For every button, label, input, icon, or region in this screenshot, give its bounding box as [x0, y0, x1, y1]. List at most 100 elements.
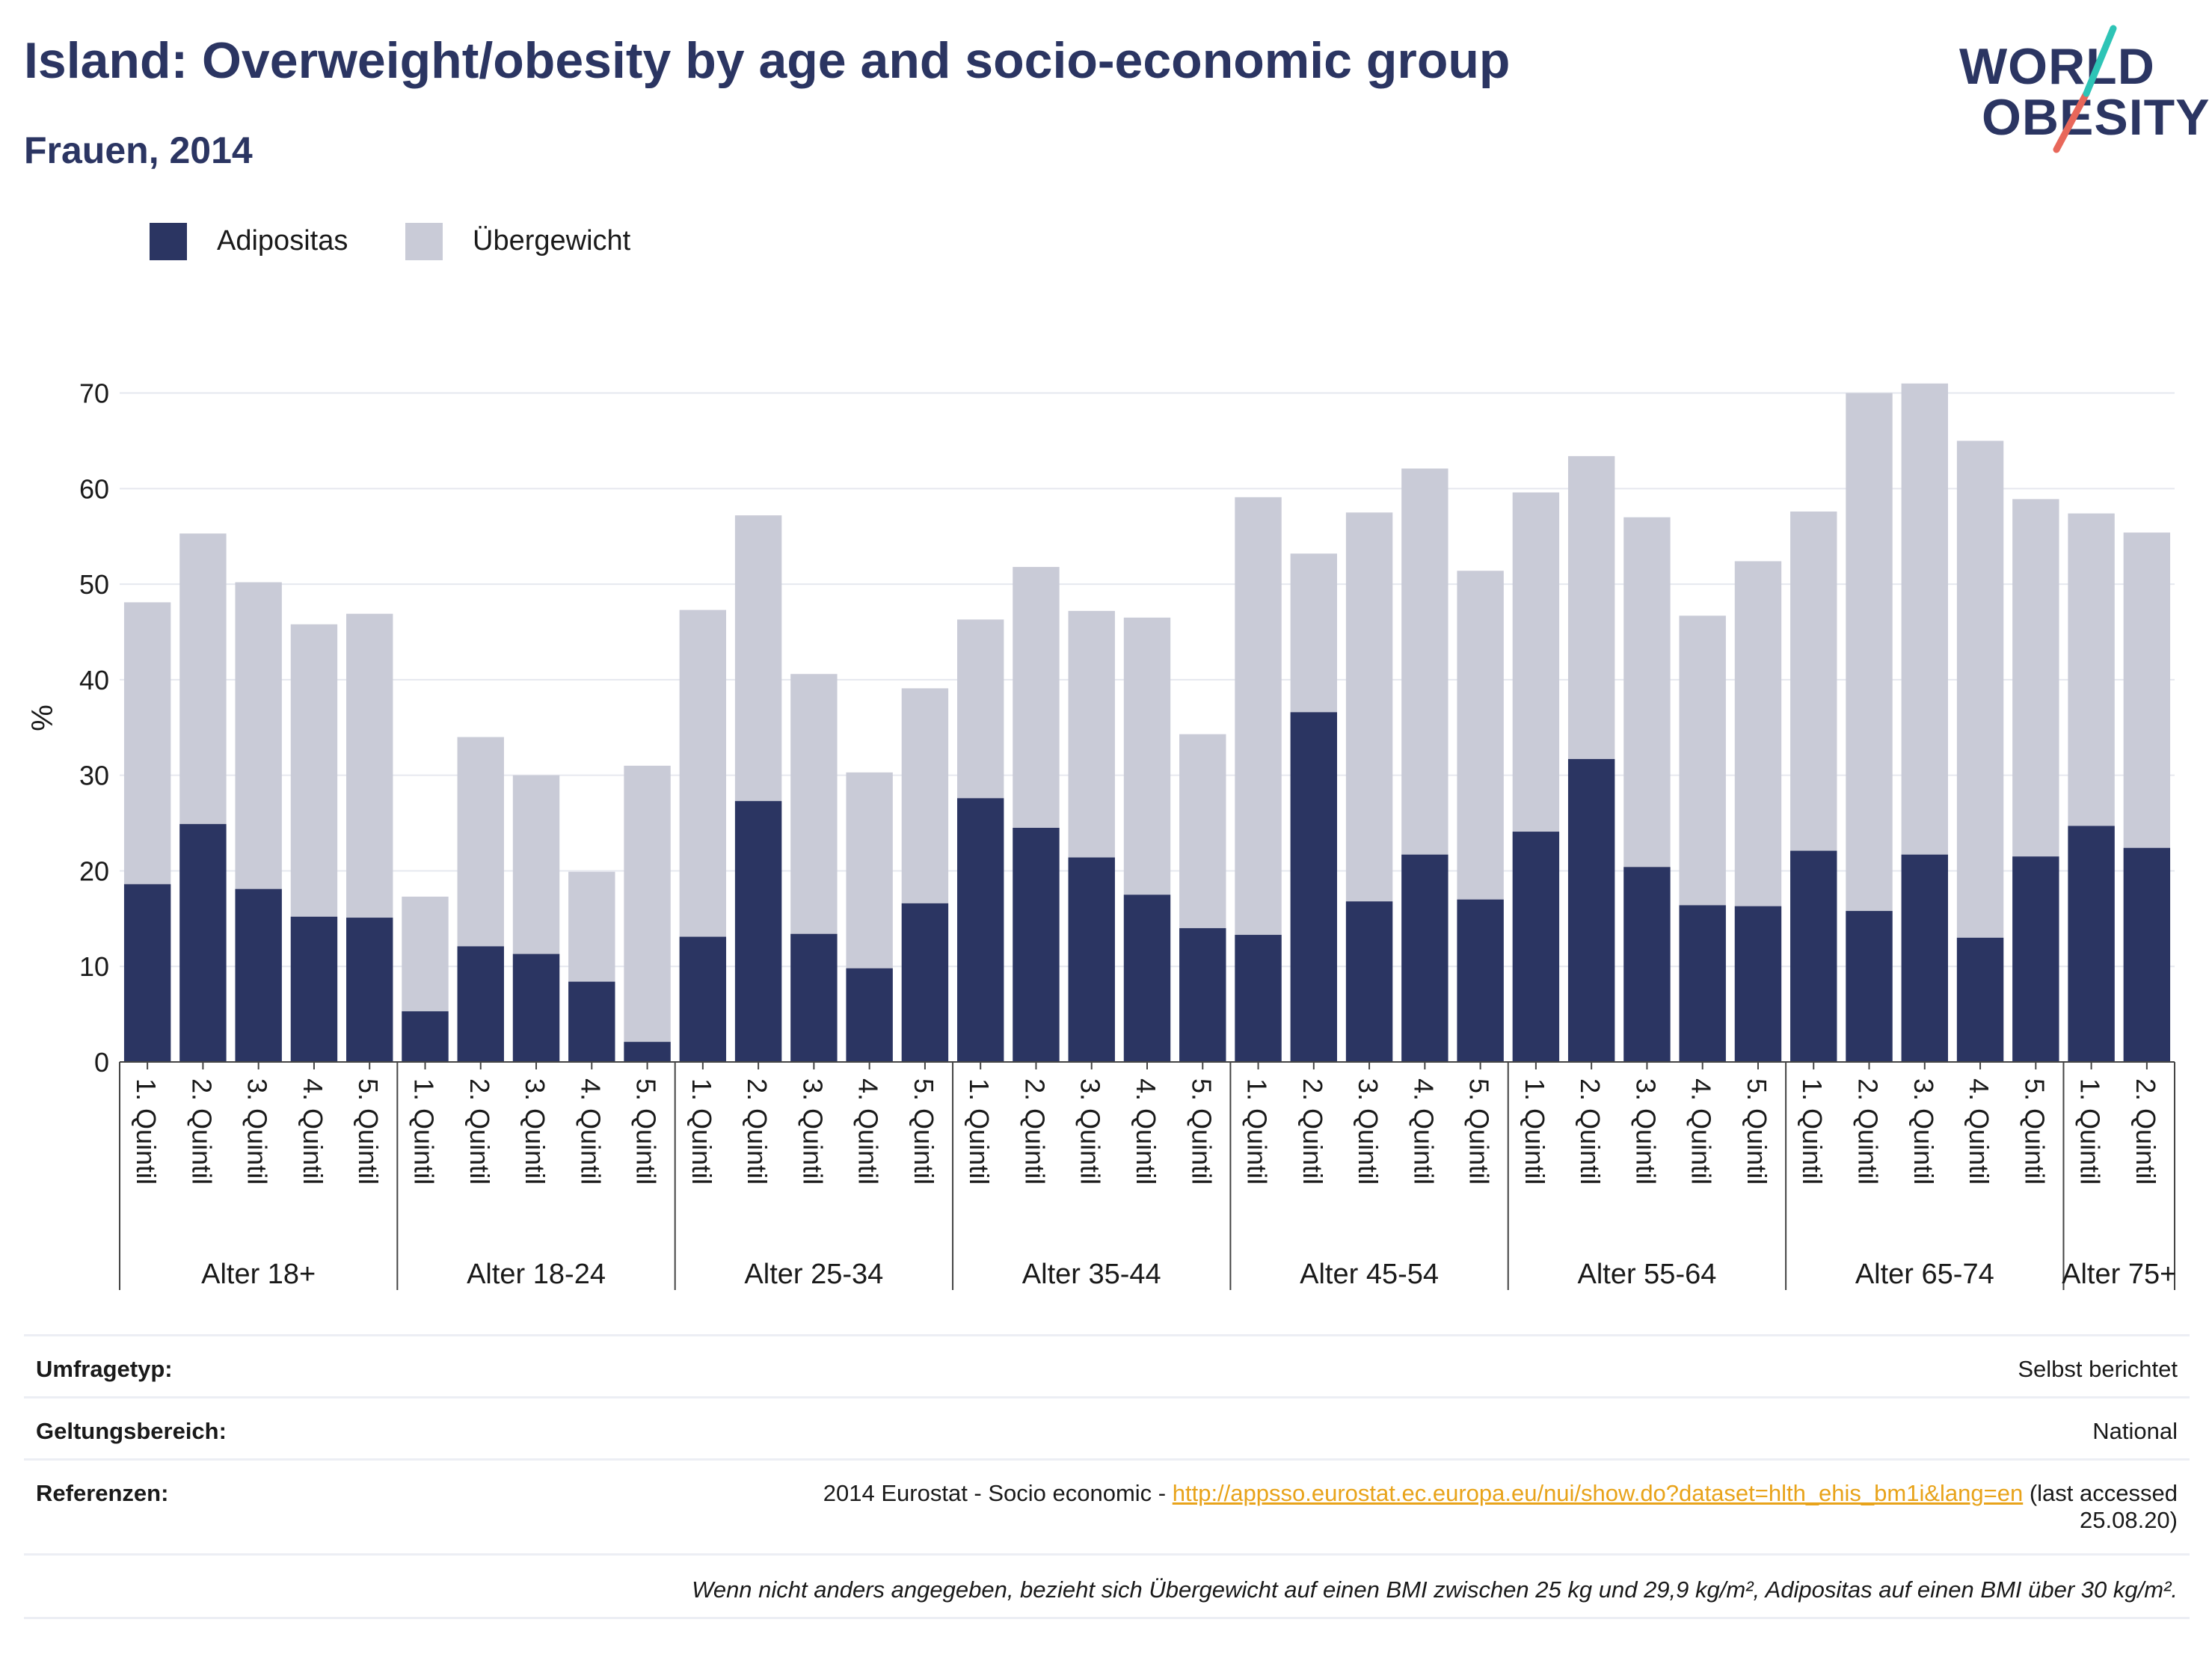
legend-swatch-uebergewicht — [405, 223, 443, 260]
bar-adipositas — [901, 903, 949, 1062]
bar-adipositas — [956, 798, 1004, 1062]
bar-adipositas — [179, 823, 227, 1062]
bar-adipositas — [734, 801, 782, 1062]
footer-label-scope: Geltungsbereich: — [36, 1418, 227, 1444]
x-group-label: Alter 18+ — [201, 1259, 316, 1290]
x-category-label: 1. Quintil — [1520, 1078, 1550, 1185]
y-tick-label: 70 — [79, 378, 109, 409]
x-category-label: 3. Quintil — [797, 1078, 828, 1185]
y-tick-label: 50 — [79, 569, 109, 600]
x-category-label: 1. Quintil — [964, 1078, 995, 1185]
x-category-label: 5. Quintil — [1742, 1078, 1772, 1185]
bar-adipositas — [1068, 857, 1115, 1062]
bar-adipositas — [568, 981, 615, 1062]
bar-adipositas — [1846, 911, 1893, 1062]
x-group-label: Alter 25-34 — [744, 1259, 883, 1290]
x-category-label: 4. Quintil — [1964, 1078, 1994, 1185]
legend-swatch-adipositas — [150, 223, 187, 260]
x-category-label: 5. Quintil — [1464, 1078, 1495, 1185]
x-group-label: Alter 45-54 — [1300, 1259, 1439, 1290]
x-group-label: Alter 65-74 — [1855, 1259, 1994, 1290]
logo-slash-icon — [2053, 25, 2117, 153]
x-category-label: 3. Quintil — [520, 1078, 550, 1185]
x-category-label: 3. Quintil — [1075, 1078, 1106, 1185]
reference-prefix: 2014 Eurostat - Socio economic - — [823, 1480, 1173, 1506]
y-tick-label: 20 — [79, 856, 109, 886]
bar-adipositas — [624, 1042, 671, 1062]
reference-link[interactable]: http://appsso.eurostat.ec.europa.eu/nui/… — [1172, 1480, 2024, 1506]
x-category-label: 4. Quintil — [1408, 1078, 1439, 1185]
x-category-label: 1. Quintil — [408, 1078, 439, 1185]
footer-note: Wenn nicht anders angegeben, bezieht sic… — [692, 1576, 2178, 1603]
x-category-label: 5. Quintil — [2019, 1078, 2050, 1185]
legend-label-uebergewicht: Übergewicht — [473, 225, 631, 257]
x-category-label: 5. Quintil — [909, 1078, 939, 1185]
bar-adipositas — [846, 968, 893, 1062]
x-category-label: 5. Quintil — [1186, 1078, 1217, 1185]
bar-adipositas — [2012, 856, 2059, 1062]
x-group-label: Alter 35-44 — [1022, 1259, 1161, 1290]
logo-line-2: OBESITY — [1982, 89, 2211, 146]
bar-adipositas — [457, 946, 504, 1062]
x-category-label: 4. Quintil — [853, 1078, 884, 1185]
bar-adipositas — [402, 1011, 449, 1062]
x-category-label: 1. Quintil — [2075, 1078, 2106, 1185]
footer-value-references: 2014 Eurostat - Socio economic - http://… — [823, 1480, 2178, 1534]
bar-adipositas — [1512, 832, 1560, 1062]
logo-line-1: WORLD — [1959, 38, 2155, 95]
bar-adipositas — [1290, 712, 1338, 1062]
bar-adipositas — [1235, 935, 1282, 1062]
x-category-label: 2. Quintil — [464, 1078, 495, 1185]
bar-chart: 0 10 20 30 40 50 60 70% 1. Quintil 2. Quintil 3. Q… — [26, 378, 2176, 1290]
bar-adipositas — [1123, 894, 1171, 1062]
x-category-label: 3. Quintil — [1353, 1078, 1383, 1185]
footer-row-survey-type: Umfragetyp: Selbst berichtet — [24, 1334, 2190, 1396]
bar-adipositas — [790, 933, 838, 1062]
chart-title: Island: Overweight/obesity by age and so… — [24, 32, 1511, 89]
bar-adipositas — [1401, 854, 1448, 1062]
x-group-label: Alter 18-24 — [467, 1259, 606, 1290]
x-group-label: Alter 55-64 — [1577, 1259, 1716, 1290]
bar-adipositas — [123, 884, 171, 1062]
y-tick-label: 10 — [79, 951, 109, 982]
x-category-label: 2. Quintil — [1853, 1078, 1884, 1185]
x-category-label: 2. Quintil — [186, 1078, 217, 1185]
footer-row-note: Wenn nicht anders angegeben, bezieht sic… — [24, 1553, 2190, 1619]
x-category-label: 1. Quintil — [131, 1078, 162, 1185]
x-category-label: 2. Quintil — [742, 1078, 772, 1185]
reference-accessed-date: 25.08.20) — [2080, 1507, 2178, 1533]
x-category-label: 1. Quintil — [686, 1078, 717, 1185]
x-category-label: 2. Quintil — [1019, 1078, 1050, 1185]
bar-adipositas — [235, 888, 282, 1062]
bar-adipositas — [1179, 928, 1226, 1062]
bar-adipositas — [679, 936, 727, 1062]
bar-adipositas — [1567, 758, 1615, 1062]
y-tick-label: 0 — [94, 1047, 109, 1078]
bar-adipositas — [1457, 899, 1504, 1062]
x-category-label: 1. Quintil — [1797, 1078, 1828, 1185]
x-category-label: 4. Quintil — [575, 1078, 606, 1185]
footer-row-scope: Geltungsbereich: National — [24, 1396, 2190, 1458]
legend-label-adipositas: Adipositas — [217, 225, 348, 257]
x-category-label: 5. Quintil — [353, 1078, 384, 1185]
footer-value-survey-type: Selbst berichtet — [2018, 1356, 2178, 1382]
world-obesity-logo: WORLD OBESITY — [1952, 22, 2210, 157]
x-category-label: 4. Quintil — [1686, 1078, 1717, 1185]
x-category-label: 3. Quintil — [1908, 1078, 1939, 1185]
y-tick-label: 60 — [79, 473, 109, 504]
x-category-label: 1. Quintil — [1242, 1078, 1273, 1185]
bar-adipositas — [1623, 867, 1671, 1062]
bar-adipositas — [1345, 901, 1393, 1062]
y-tick-label: 30 — [79, 761, 109, 791]
footer-row-references: Referenzen: 2014 Eurostat - Socio econom… — [24, 1458, 2190, 1553]
footer-table: Umfragetyp: Selbst berichtet Geltungsber… — [24, 1334, 2190, 1619]
footer-label-survey-type: Umfragetyp: — [36, 1356, 173, 1382]
bar-adipositas — [1734, 906, 1782, 1062]
bar-adipositas — [512, 954, 560, 1062]
x-category-label: 3. Quintil — [1630, 1078, 1661, 1185]
x-category-label: 4. Quintil — [298, 1078, 328, 1185]
bar-adipositas — [1013, 827, 1060, 1062]
reference-suffix: (last accessed — [2023, 1480, 2178, 1506]
bar-adipositas — [346, 918, 393, 1062]
y-tick-label: 40 — [79, 665, 109, 696]
